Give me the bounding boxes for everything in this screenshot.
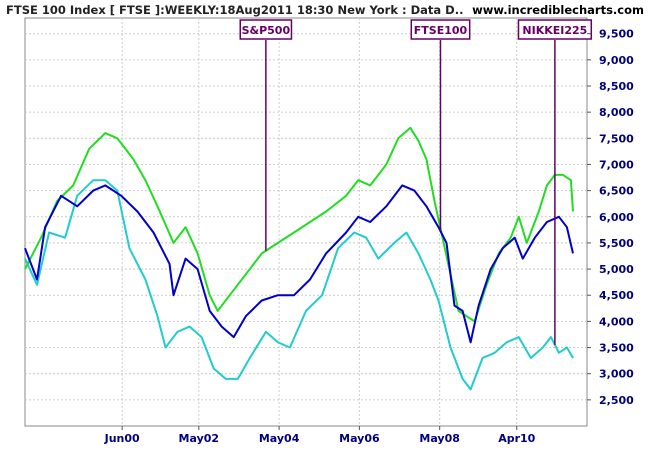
annotation-box <box>517 19 593 40</box>
y-tick-label: 4,500 <box>599 289 634 302</box>
grid-lines <box>25 18 587 426</box>
y-tick-label: 6,500 <box>599 185 634 198</box>
y-tick-label: 8,000 <box>599 106 634 119</box>
x-tick-label: May08 <box>419 432 460 445</box>
y-tick-label: 5,000 <box>599 263 634 276</box>
x-tick-label: May04 <box>259 432 300 445</box>
series-line-ftse100 <box>24 184 574 344</box>
y-tick-label: 3,000 <box>599 368 634 381</box>
x-tick-label: May02 <box>179 432 220 445</box>
y-tick-label: 8,500 <box>599 80 634 93</box>
annotation-label: FTSE100 <box>414 24 468 37</box>
y-tick-label: 5,500 <box>599 237 634 250</box>
site-url[interactable]: www.incrediblecharts.com <box>472 3 644 17</box>
x-tick-label: May06 <box>339 432 380 445</box>
annotation-label: S&P500 <box>242 24 291 37</box>
y-tick-label: 7,500 <box>599 132 634 145</box>
series-layer <box>24 126 574 391</box>
y-tick-label: 2,500 <box>599 394 634 407</box>
series-line-nikkei225 <box>24 179 574 391</box>
y-axis: 2,500 3,000 3,500 4,000 4,500 5,000 5,500 6,000… <box>587 28 634 407</box>
chart-title: FTSE 100 Index [ FTSE ]:WEEKLY:18Aug2011… <box>6 3 463 17</box>
y-tick-label: 6,000 <box>599 211 634 224</box>
annotation-box <box>410 19 471 40</box>
annotation-label: NIKKEI225 <box>522 24 587 37</box>
annotation-box <box>239 19 293 40</box>
plot-area <box>24 17 588 427</box>
y-tick-label: 4,000 <box>599 315 634 328</box>
x-tick-label: Apr10 <box>498 432 535 445</box>
y-tick-label: 3,500 <box>599 342 634 355</box>
series-line-sp500 <box>24 126 574 323</box>
x-axis: Jun00 May02 May04 May06 May08 Apr10 <box>104 426 536 445</box>
y-tick-label: 9,000 <box>599 54 634 67</box>
annotation-layer: S&P500 FTSE100 NIKKEI225 <box>239 19 593 345</box>
y-tick-label: 9,500 <box>599 28 634 41</box>
y-tick-label: 7,000 <box>599 158 634 171</box>
x-tick-label: Jun00 <box>104 432 140 445</box>
